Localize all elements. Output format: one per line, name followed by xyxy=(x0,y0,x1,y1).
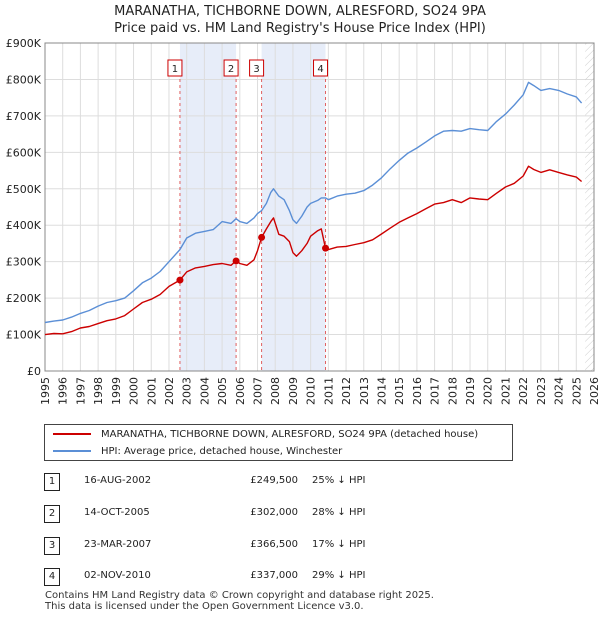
sale-label-box xyxy=(249,59,265,77)
sale-number-badge: 2 xyxy=(44,505,60,523)
legend-item-hpi: HPI: Average price, detached house, Winc… xyxy=(53,444,342,460)
sale-span-shade xyxy=(261,43,326,371)
x-tick-label: 2024 xyxy=(553,377,566,405)
legend: MARANATHA, TICHBORNE DOWN, ALRESFORD, SO… xyxy=(44,424,513,461)
sale-price: £366,500 xyxy=(250,539,298,550)
x-tick-label: 2001 xyxy=(145,377,158,405)
sale-point xyxy=(322,244,330,252)
x-tick-label: 1997 xyxy=(74,377,87,405)
x-tick-label: 2012 xyxy=(340,377,353,405)
y-tick-label: £400K xyxy=(6,219,42,232)
legend-item-property: MARANATHA, TICHBORNE DOWN, ALRESFORD, SO… xyxy=(53,427,478,443)
legend-label-property: MARANATHA, TICHBORNE DOWN, ALRESFORD, SO… xyxy=(101,429,479,440)
sale-price: £302,000 xyxy=(250,507,298,518)
x-tick-label: 2008 xyxy=(269,377,282,405)
x-tick-label: 2015 xyxy=(393,377,406,405)
x-tick-label: 2023 xyxy=(535,377,548,405)
x-tick-label: 1995 xyxy=(39,377,52,405)
x-tick-label: 2002 xyxy=(163,377,176,405)
x-tick-label: 2013 xyxy=(358,377,371,405)
x-tick-label: 2009 xyxy=(287,377,300,405)
x-tick-label: 2006 xyxy=(234,377,247,405)
sale-point xyxy=(258,233,266,241)
sale-number-badge: 4 xyxy=(44,568,60,586)
table-row: 3 23-MAR-2007 £366,500 17% ↓ HPI xyxy=(40,537,460,555)
x-tick-label: 2014 xyxy=(375,377,388,405)
sale-point xyxy=(176,276,184,284)
sale-label-number: 3 xyxy=(253,64,259,75)
y-tick-label: £500K xyxy=(6,183,42,196)
y-tick-label: £100K xyxy=(6,329,42,342)
chart-subtitle: Price paid vs. HM Land Registry's House … xyxy=(114,21,486,36)
sale-price: £249,500 xyxy=(250,475,298,486)
x-tick-label: 2017 xyxy=(429,377,442,405)
sale-date: 14-OCT-2005 xyxy=(84,507,150,518)
x-tick-label: 2003 xyxy=(181,377,194,405)
y-tick-label: £0 xyxy=(27,365,41,378)
x-tick-label: 2025 xyxy=(570,377,583,405)
sale-point xyxy=(232,257,240,265)
property-price-line xyxy=(44,165,583,336)
sale-label-box xyxy=(223,59,239,77)
sale-hpi-delta: 25% ↓ HPI xyxy=(312,475,366,486)
plot-frame xyxy=(44,42,595,372)
table-row: 1 16-AUG-2002 £249,500 25% ↓ HPI xyxy=(40,473,460,491)
sale-date: 02-NOV-2010 xyxy=(84,570,151,581)
y-tick-label: £700K xyxy=(6,110,42,123)
footer: Contains HM Land Registry data © Crown c… xyxy=(45,590,434,612)
sale-number-badge: 3 xyxy=(44,537,60,555)
x-tick-label: 2019 xyxy=(464,377,477,405)
x-tick-label: 2010 xyxy=(305,377,318,405)
sale-number-badge: 1 xyxy=(44,473,60,491)
sale-label-number: 2 xyxy=(228,64,234,75)
x-tick-label: 2005 xyxy=(216,377,229,405)
legend-label-hpi: HPI: Average price, detached house, Winc… xyxy=(101,446,343,457)
chart-title: MARANATHA, TICHBORNE DOWN, ALRESFORD, SO… xyxy=(114,4,486,19)
x-tick-label: 2011 xyxy=(322,377,335,405)
hpi-line xyxy=(44,81,583,324)
y-tick-label: £800K xyxy=(6,73,42,86)
x-tick-label: 2000 xyxy=(128,377,141,405)
sale-span-shade xyxy=(179,43,237,371)
sale-label-box xyxy=(313,59,329,77)
x-tick-label: 2022 xyxy=(517,377,530,405)
footer-licence: This data is licensed under the Open Gov… xyxy=(45,601,364,612)
x-tick-label: 2020 xyxy=(482,377,495,405)
y-tick-label: £200K xyxy=(6,292,42,305)
legend-swatch-property xyxy=(53,433,91,435)
x-tick-label: 2004 xyxy=(198,377,211,405)
y-tick-label: £900K xyxy=(6,37,42,50)
x-tick-label: 1996 xyxy=(57,377,70,405)
x-tick-label: 1999 xyxy=(110,377,123,405)
legend-swatch-hpi xyxy=(53,450,91,452)
y-tick-label: £300K xyxy=(6,256,42,269)
price-chart: £0 £100K £200K £300K £400K £500K £600K £700K £80… xyxy=(6,37,600,405)
x-tick-label: 2021 xyxy=(499,377,512,405)
y-tick-label: £600K xyxy=(6,146,42,159)
x-tick-label: 2018 xyxy=(446,377,459,405)
sale-label-box xyxy=(167,59,183,77)
x-tick-label: 1998 xyxy=(92,377,105,405)
sale-label-number: 4 xyxy=(317,64,323,75)
sale-date: 16-AUG-2002 xyxy=(84,475,152,486)
x-tick-label: 2026 xyxy=(588,377,600,405)
future-hatch xyxy=(585,43,594,371)
table-row: 2 14-OCT-2005 £302,000 28% ↓ HPI xyxy=(40,505,460,523)
footer-copyright: Contains HM Land Registry data © Crown c… xyxy=(45,590,434,601)
sale-label-number: 1 xyxy=(172,64,178,75)
sale-hpi-delta: 17% ↓ HPI xyxy=(312,539,366,550)
x-tick-label: 2016 xyxy=(411,377,424,405)
sale-date: 23-MAR-2007 xyxy=(84,539,152,550)
sale-hpi-delta: 28% ↓ HPI xyxy=(312,507,366,518)
sale-hpi-delta: 29% ↓ HPI xyxy=(312,570,366,581)
sale-price: £337,000 xyxy=(250,570,298,581)
table-row: 4 02-NOV-2010 £337,000 29% ↓ HPI xyxy=(40,568,460,586)
x-tick-label: 2007 xyxy=(252,377,265,405)
